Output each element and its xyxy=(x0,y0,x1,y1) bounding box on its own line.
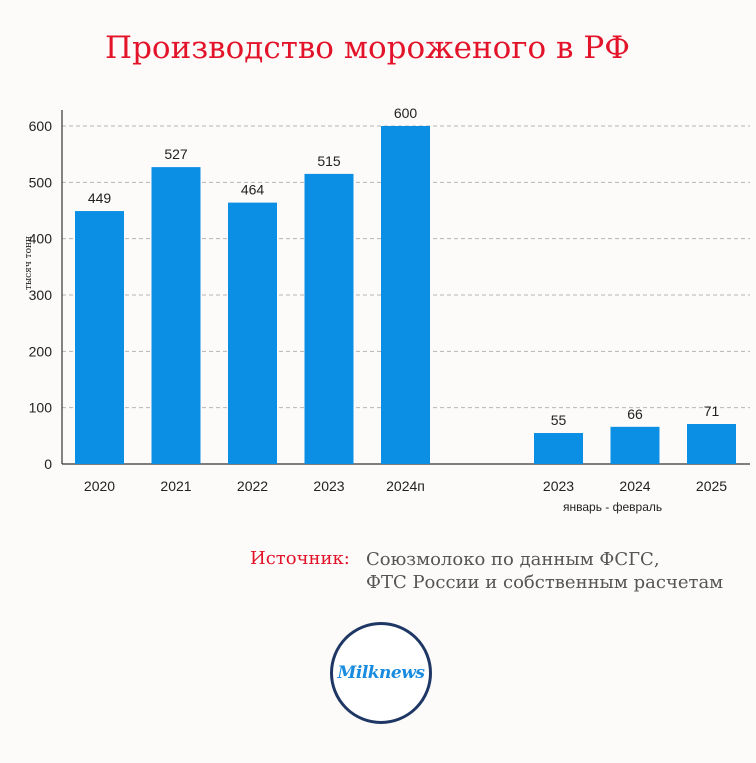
y-tick-label: 200 xyxy=(29,343,53,359)
data-label: 66 xyxy=(627,406,643,422)
y-tick-label: 600 xyxy=(29,118,53,134)
data-label: 600 xyxy=(394,105,418,121)
bar xyxy=(151,167,201,464)
source-line-2: ФТС России и собственным расчетам xyxy=(366,572,724,593)
period-note: январь - февраль xyxy=(563,500,663,514)
data-label: 515 xyxy=(317,153,341,169)
data-label: 55 xyxy=(551,412,567,428)
data-label: 464 xyxy=(241,182,265,198)
bar xyxy=(75,211,124,464)
x-tick-label: 2022 xyxy=(237,478,268,494)
data-label: 449 xyxy=(88,190,112,206)
bar xyxy=(534,433,583,464)
data-label: 71 xyxy=(704,403,720,419)
bar xyxy=(381,126,430,464)
y-tick-label: 400 xyxy=(29,231,53,247)
source-text: Союзмолоко по данным ФСГС, ФТС России и … xyxy=(366,548,723,594)
y-tick-label: 100 xyxy=(29,400,53,416)
y-tick-label: 300 xyxy=(29,287,53,303)
source-label: Источник: xyxy=(250,548,350,569)
bar xyxy=(304,173,354,464)
bar xyxy=(687,424,736,464)
x-tick-label: 2025 xyxy=(696,478,727,494)
x-tick-label: 2020 xyxy=(84,478,115,494)
x-tick-label: 2024 xyxy=(619,478,650,494)
bar xyxy=(610,426,660,464)
y-tick-label: 500 xyxy=(29,174,53,190)
x-tick-label: 2023 xyxy=(543,478,574,494)
bar-chart: 0 100 200 300 400 500 600 449 2020 527 2021 464 2022… xyxy=(29,105,750,494)
bar xyxy=(228,202,277,464)
milknews-logo: Milknews xyxy=(330,622,432,724)
x-tick-label: 2024п xyxy=(386,478,425,494)
chart-title: Производство мороженого в РФ xyxy=(105,30,630,66)
data-label: 527 xyxy=(164,146,188,162)
x-tick-label: 2023 xyxy=(313,478,344,494)
x-tick-label: 2021 xyxy=(160,478,191,494)
source-line-1: Союзмолоко по данным ФСГС, xyxy=(366,549,660,570)
logo-text: Milknews xyxy=(337,663,425,683)
y-tick-label: 0 xyxy=(44,456,52,472)
